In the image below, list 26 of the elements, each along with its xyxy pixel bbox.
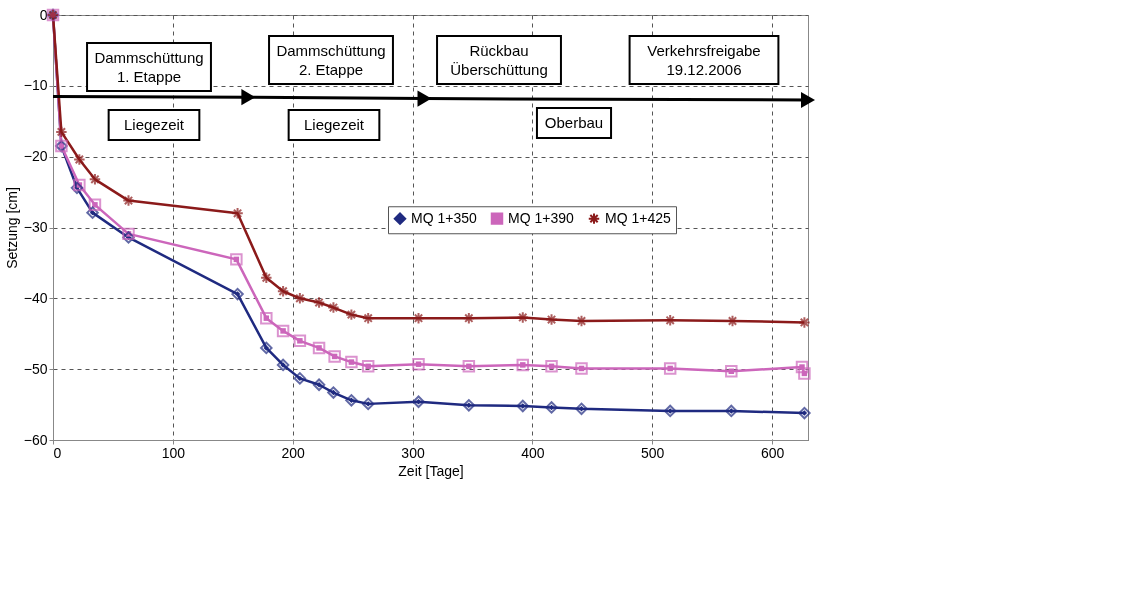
annotation: Rückbau Überschüttung [450, 41, 548, 78]
x-tick-label: 400 [521, 444, 545, 461]
y-tick-label: −30 [23, 219, 48, 235]
annotation: Oberbau [544, 114, 604, 131]
legend-label: MQ 1+425 [605, 209, 671, 226]
x-tick-label: 600 [760, 444, 785, 461]
x-tick-label: 300 [401, 444, 425, 461]
legend-label: MQ 1+350 [411, 209, 477, 226]
annotation: Dammschüttung 2. Etappe [276, 41, 386, 78]
y-tick-label: −10 [23, 77, 48, 94]
annotation: Liegezeit [123, 116, 185, 133]
annotation: Verkehrsfreigabe 19.12.2006 [647, 41, 761, 78]
x-tick-label: 200 [281, 444, 306, 461]
y-tick-label: −40 [23, 289, 48, 306]
annotation: Dammschüttung 1. Etappe [94, 48, 204, 85]
x-tick-label: 0 [53, 444, 62, 461]
legend-label: MQ 1+390 [508, 209, 574, 226]
x-axis-title: Zeit [Tage] [398, 462, 464, 479]
y-tick-label: 0 [39, 6, 48, 23]
annotation: Liegezeit [303, 116, 365, 133]
y-tick-label: −50 [23, 360, 48, 377]
y-tick-label: −60 [23, 431, 48, 448]
x-tick-label: 100 [161, 444, 186, 461]
y-tick-label: −20 [23, 148, 48, 165]
x-tick-label: 500 [641, 444, 665, 461]
y-axis-title: Setzung [cm] [3, 187, 20, 269]
